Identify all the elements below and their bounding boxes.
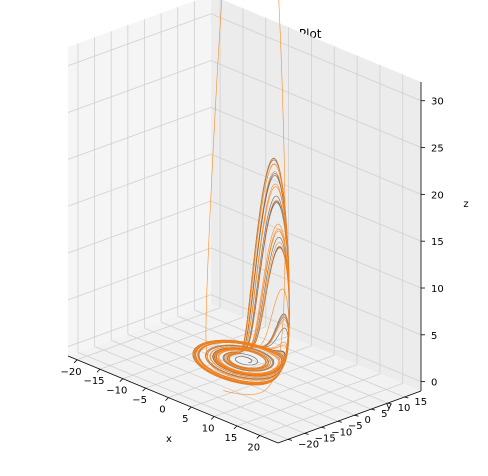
- x-tick-mark: [188, 407, 191, 410]
- y-tick-label: −5: [348, 421, 363, 432]
- x-tick-mark: [120, 379, 123, 382]
- x-tick-mark: [165, 398, 168, 401]
- y-tick-label: 15: [414, 397, 427, 408]
- x-axis-label: x: [166, 434, 172, 445]
- x-tick-label: −10: [106, 386, 127, 397]
- z-tick-label: 25: [431, 144, 444, 155]
- z-tick-label: 20: [431, 190, 444, 201]
- y-tick-mark: [288, 439, 292, 440]
- y-tick-mark: [321, 427, 325, 428]
- x-tick-label: 5: [182, 414, 188, 425]
- z-tick-label: 5: [431, 331, 437, 342]
- z-axis-label: z: [463, 199, 468, 210]
- x-tick-label: −15: [83, 376, 104, 387]
- y-tick-label: 10: [398, 403, 411, 414]
- x-tick-mark: [143, 388, 146, 391]
- x-tick-label: −20: [61, 367, 82, 378]
- x-tick-mark: [257, 435, 260, 438]
- y-tick-label: 0: [365, 415, 371, 426]
- y-tick-mark: [354, 415, 358, 416]
- y-tick-mark: [305, 433, 309, 434]
- z-tick-label: 30: [431, 97, 444, 108]
- y-axis-label: y: [386, 401, 392, 412]
- x-tick-label: 15: [225, 433, 238, 444]
- x-tick-mark: [234, 426, 237, 429]
- x-tick-label: 0: [159, 405, 165, 416]
- y-tick-mark: [371, 409, 375, 410]
- x-tick-mark: [211, 417, 214, 420]
- x-tick-label: 20: [247, 442, 260, 453]
- x-tick-label: 10: [202, 424, 215, 435]
- z-tick-label: 15: [431, 237, 444, 248]
- z-tick-label: 0: [431, 378, 437, 389]
- y-tick-mark: [338, 421, 342, 422]
- x-tick-label: −5: [132, 395, 147, 406]
- z-tick-label: 10: [431, 284, 444, 295]
- y-tick-mark: [404, 397, 408, 398]
- x-tick-mark: [97, 369, 100, 372]
- x-tick-mark: [74, 360, 77, 363]
